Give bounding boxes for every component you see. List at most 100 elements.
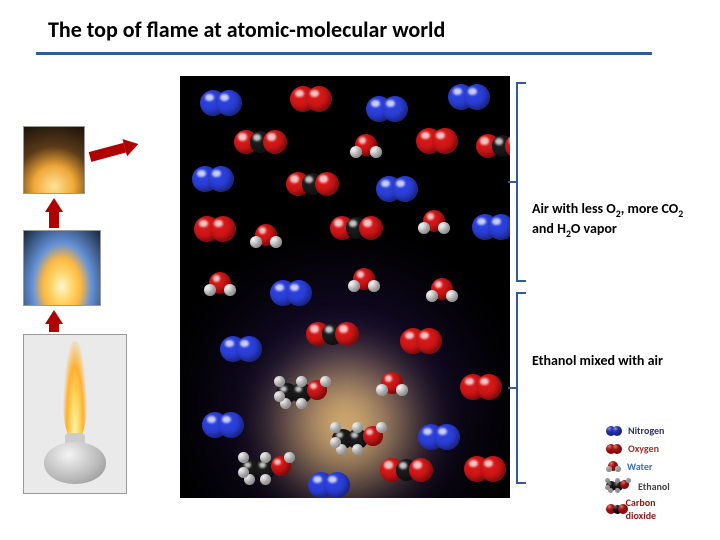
- atom: [204, 284, 216, 296]
- flame-tip-gradient: [24, 127, 84, 193]
- atom: [612, 426, 622, 436]
- bracket-tick: [508, 181, 518, 183]
- atom: [446, 290, 458, 302]
- molecule-n2: [200, 90, 242, 116]
- molecule-h2o: [204, 272, 237, 298]
- arrow-full-to-mid: [45, 310, 63, 332]
- atom: [350, 146, 362, 158]
- flame-photo-tip: [23, 126, 85, 194]
- atom: [612, 444, 622, 454]
- legend-icon-o2: [606, 444, 622, 454]
- molecular-panel: [180, 76, 510, 498]
- slide-title: The top of flame at atomic-molecular wor…: [48, 16, 445, 43]
- atom: [250, 236, 262, 248]
- atom: [368, 280, 380, 292]
- flame-mid-gradient: [24, 231, 100, 305]
- atom: [488, 214, 510, 240]
- bracket-lower: [516, 292, 518, 484]
- atom: [236, 336, 262, 362]
- atom: [476, 374, 502, 400]
- legend-icon-n2: [606, 426, 622, 436]
- molecule-co2: [330, 216, 383, 240]
- atom: [320, 376, 331, 387]
- atom: [270, 236, 282, 248]
- bracket-tick: [508, 387, 518, 389]
- atom: [315, 172, 339, 196]
- atom: [335, 322, 359, 346]
- atom: [216, 90, 242, 116]
- atom: [426, 290, 438, 302]
- atom: [238, 452, 249, 463]
- atom: [615, 488, 620, 493]
- atom: [626, 478, 631, 483]
- molecule-eth: [276, 376, 333, 411]
- molecule-n2: [376, 176, 418, 202]
- atom: [480, 456, 506, 482]
- legend-label: Ethanol: [638, 480, 670, 493]
- atom: [352, 422, 363, 433]
- annotation-lower: Ethanol mixed with air: [532, 352, 663, 370]
- annotation-upper: Air with less O2, more CO2 and H2O vapor: [532, 200, 702, 240]
- arrow-shaft: [49, 322, 59, 332]
- atom: [432, 128, 458, 154]
- atom: [218, 412, 244, 438]
- atom: [434, 424, 460, 450]
- molecule-o2: [416, 128, 458, 154]
- molecule-co2: [380, 458, 433, 482]
- arrow-head: [122, 135, 140, 156]
- molecule-n2: [448, 84, 490, 110]
- atom: [348, 280, 360, 292]
- atom: [418, 222, 430, 234]
- molecule-co2: [306, 322, 359, 346]
- atom: [396, 384, 408, 396]
- legend-icon-h2o: [606, 461, 621, 473]
- molecule-n2: [366, 96, 408, 122]
- atom: [210, 216, 236, 242]
- legend-row-co2: Carbon dioxide: [606, 496, 664, 522]
- molecule-n2: [308, 472, 350, 498]
- bracket-upper: [516, 82, 518, 282]
- legend-label: Water: [627, 460, 652, 473]
- molecule-eth: [332, 422, 389, 457]
- molecule-h2o: [426, 278, 459, 304]
- atom: [376, 422, 387, 433]
- atom: [263, 130, 287, 154]
- atom: [306, 86, 332, 112]
- atom: [618, 504, 628, 514]
- legend-row-eth: Ethanol: [606, 478, 670, 494]
- atom: [224, 284, 236, 296]
- molecule-co2: [286, 172, 339, 196]
- title-underline: [36, 52, 652, 55]
- atom: [615, 478, 620, 483]
- legend-label: Carbon dioxide: [626, 496, 665, 522]
- flame-photo-burner: [23, 334, 127, 494]
- slide-root: The top of flame at atomic-molecular wor…: [0, 0, 720, 540]
- atom: [284, 452, 295, 463]
- atom: [605, 485, 610, 490]
- molecule-h2o: [350, 134, 383, 160]
- atom: [208, 166, 234, 192]
- molecule-co2: [476, 134, 510, 158]
- atom: [392, 176, 418, 202]
- molecule-h2o: [418, 210, 451, 236]
- legend-label: Oxygen: [628, 442, 659, 455]
- molecule-o2: [194, 216, 236, 242]
- molecule-o2: [400, 328, 442, 354]
- atom: [409, 458, 433, 482]
- burner-flame: [63, 341, 87, 439]
- molecule-n2: [192, 166, 234, 192]
- flame-photo-middle: [23, 230, 101, 306]
- legend-icon-co2: [606, 504, 620, 514]
- molecule-o2: [464, 456, 506, 482]
- atom: [260, 474, 271, 485]
- atom: [606, 466, 612, 472]
- atom: [296, 376, 307, 387]
- arrow-tip-to-panel: [89, 140, 138, 162]
- molecule-n2: [472, 214, 510, 240]
- molecule-h2o: [250, 224, 283, 250]
- molecule-o2: [460, 374, 502, 400]
- atom: [382, 96, 408, 122]
- legend-row-n2: Nitrogen: [606, 424, 664, 437]
- atom: [376, 384, 388, 396]
- legend-label: Nitrogen: [628, 424, 664, 437]
